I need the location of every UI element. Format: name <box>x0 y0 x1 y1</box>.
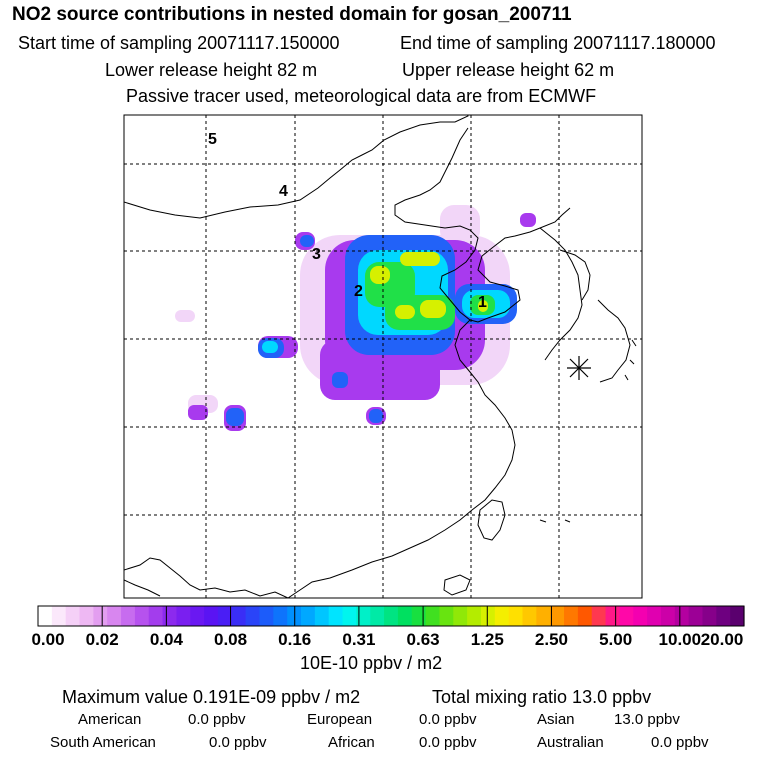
colorbar-cell <box>107 606 122 626</box>
colorbar-cell <box>647 606 662 626</box>
colorbar-cell <box>342 606 357 626</box>
colorbar-cell <box>619 606 634 626</box>
start-time: Start time of sampling 20071117.150000 <box>18 33 340 53</box>
max-value: Maximum value 0.191E-09 ppbv / m2 <box>62 687 361 707</box>
colorbar-cell <box>38 606 53 626</box>
colorbar-cell <box>328 606 344 626</box>
colorbar-cell <box>162 606 178 626</box>
colorbar-cell <box>176 606 191 626</box>
colorbar-cell <box>536 606 551 626</box>
colorbar-cell <box>674 606 690 626</box>
colorbar-cell <box>314 606 330 626</box>
colorbar-cell <box>453 606 468 626</box>
colorbar-cell <box>425 606 441 626</box>
african-label: African <box>328 734 375 751</box>
colorbar-tick-label: 10.00 <box>658 630 702 649</box>
map-label-3: 3 <box>312 246 321 263</box>
american-label: American <box>78 711 142 728</box>
upper-release-height: Upper release height 62 m <box>402 60 615 80</box>
colorbar-cell <box>245 606 261 626</box>
colorbar-tick-label: 0.63 <box>406 630 440 649</box>
colorbar-cell <box>204 606 219 626</box>
colorbar-tick-label: 0.02 <box>85 630 119 649</box>
colorbar-cell <box>397 606 413 626</box>
colorbar-unit: 10E-10 ppbv / m2 <box>300 653 443 673</box>
plume-core <box>370 252 488 319</box>
colorbar-cell <box>467 606 482 626</box>
graticule <box>124 115 642 598</box>
colorbar-cell <box>439 606 454 626</box>
colorbar-cell <box>273 606 288 626</box>
colorbar-cell <box>522 606 537 626</box>
colorbar-cell <box>605 606 621 626</box>
colorbar-cell <box>702 606 717 626</box>
map-label-5: 5 <box>208 131 217 148</box>
colorbar-tick-label: 0.08 <box>213 630 248 649</box>
african-value: 0.0 ppbv <box>419 734 477 751</box>
colorbar-cell <box>550 606 565 626</box>
colorbar-cell <box>591 606 607 626</box>
colorbar-cell <box>301 606 316 626</box>
colorbar-cell <box>121 606 136 626</box>
map-label-2: 2 <box>354 283 363 300</box>
colorbar-cell <box>217 606 233 626</box>
colorbar-cell <box>65 606 81 626</box>
colorbar-cell <box>688 606 704 626</box>
colorbar-cell <box>134 606 150 626</box>
colorbar-cell <box>730 606 745 626</box>
colorbar-tick-label: 1.25 <box>470 630 504 649</box>
colorbar-cell <box>231 606 247 626</box>
colorbar-cell <box>494 606 510 626</box>
colorbar-tick-label: 0.31 <box>342 630 376 649</box>
colorbar-tick-label: 5.00 <box>599 630 633 649</box>
colorbar-cell <box>564 606 579 626</box>
colorbar-cell <box>508 606 524 626</box>
american-value: 0.0 ppbv <box>188 711 246 728</box>
tracer-note: Passive tracer used, meteorological data… <box>126 86 597 106</box>
colorbar-cell <box>259 606 274 626</box>
colorbar-tick-label: 20.00 <box>700 630 744 649</box>
european-label: European <box>307 711 373 728</box>
colorbar-cell <box>716 606 731 626</box>
australian-label: Australian <box>537 734 604 751</box>
colorbar-cell <box>633 606 648 626</box>
lower-release-height: Lower release height 82 m <box>105 60 318 80</box>
colorbar-cell <box>79 606 94 626</box>
colorbar-cell <box>411 606 427 626</box>
map-frame <box>123 114 643 599</box>
colorbar-cell <box>384 606 399 626</box>
colorbar-cell <box>93 606 108 626</box>
colorbar-cell <box>190 606 205 626</box>
coastlines <box>124 115 637 598</box>
south-american-value: 0.0 ppbv <box>209 734 267 751</box>
colorbar-cell <box>480 606 496 626</box>
south-american-label: South American <box>50 734 156 751</box>
receptor-marker <box>567 356 591 380</box>
colorbar-tick-label: 0.04 <box>149 630 183 649</box>
colorbar-cell <box>660 606 676 626</box>
colorbar-cell <box>356 606 371 626</box>
colorbar-cell <box>148 606 164 626</box>
colorbar-cell <box>370 606 385 626</box>
colorbar-cell <box>577 606 593 626</box>
european-value: 0.0 ppbv <box>419 711 477 728</box>
asian-value: 13.0 ppbv <box>614 711 680 728</box>
australian-value: 0.0 ppbv <box>651 734 709 751</box>
map-label-4: 4 <box>279 183 288 200</box>
total-mixing-ratio: Total mixing ratio 13.0 ppbv <box>432 687 652 707</box>
end-time: End time of sampling 20071117.180000 <box>400 33 716 53</box>
colorbar-frame <box>37 605 745 627</box>
colorbar-tick-label: 0.00 <box>31 630 65 649</box>
asian-label: Asian <box>537 711 575 728</box>
map-label-1: 1 <box>478 294 487 311</box>
page-title: NO2 source contributions in nested domai… <box>12 4 572 25</box>
colorbar-cell <box>51 606 67 626</box>
colorbar-tick-label: 0.16 <box>278 630 312 649</box>
colorbar-tick-label: 2.50 <box>534 630 568 649</box>
plume-layer <box>175 205 536 431</box>
